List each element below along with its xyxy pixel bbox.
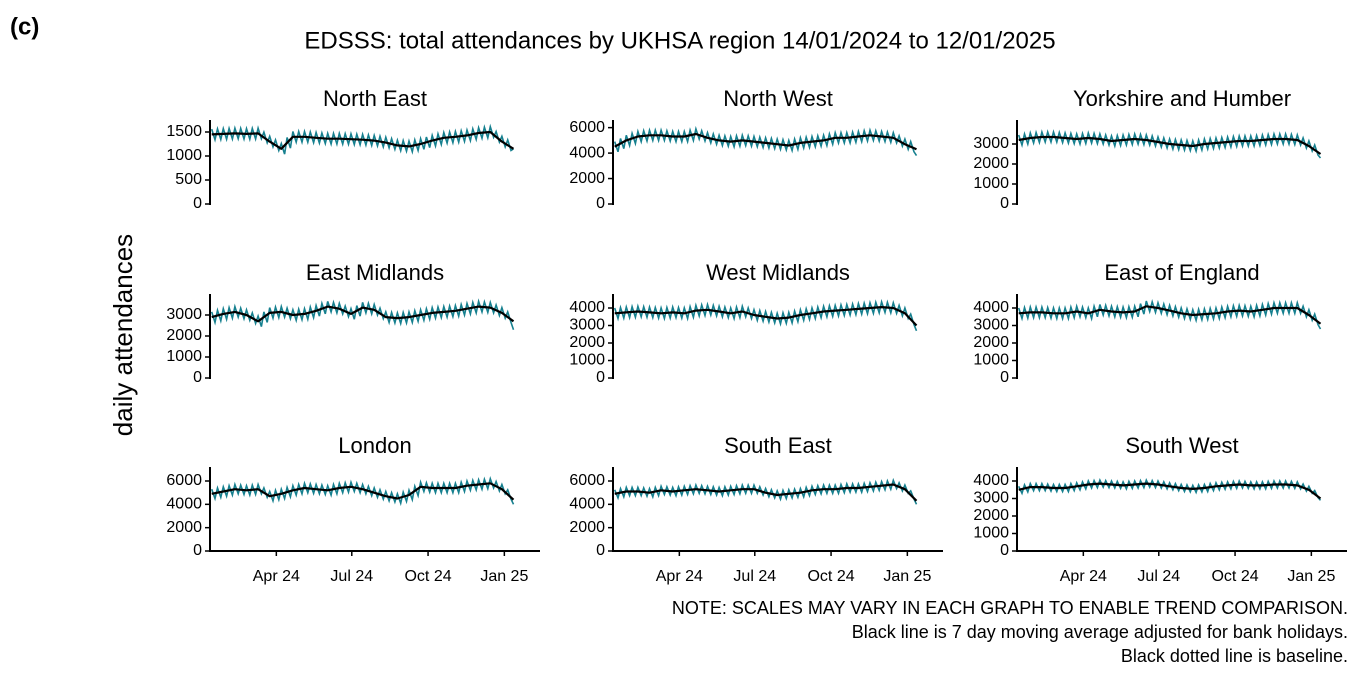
panel-title: London: [338, 433, 411, 458]
daily-line: [613, 477, 918, 505]
average-line: [614, 132, 917, 151]
y-tick-label: 3000: [973, 490, 1009, 507]
average-line: [1018, 135, 1322, 155]
y-tick-label: 2000: [166, 327, 202, 344]
panel-title: South East: [724, 433, 832, 458]
note: NOTE: SCALES MAY VARY IN EACH GRAPH TO E…: [672, 598, 1348, 618]
y-tick-label: 1000: [166, 147, 202, 164]
y-tick-label: 3000: [973, 135, 1009, 152]
y-tick-label: 4000: [569, 144, 605, 161]
note: Black line is 7 day moving average adjus…: [852, 622, 1348, 642]
y-tick-label: 1000: [973, 175, 1009, 192]
y-tick-label: 1500: [166, 123, 202, 140]
y-tick-label: 4000: [166, 496, 202, 513]
x-tick-label: Jan 25: [883, 568, 931, 585]
x-tick-label: Oct 24: [404, 568, 451, 585]
y-tick-label: 1000: [569, 352, 605, 369]
y-tick-label: 0: [193, 542, 202, 559]
y-tick-label: 4000: [973, 299, 1009, 316]
y-tick-label: 2000: [569, 519, 605, 536]
x-tick-label: Jul 24: [1137, 568, 1180, 585]
panel-title: East of England: [1104, 260, 1259, 285]
y-tick-label: 3000: [973, 317, 1009, 334]
y-tick-label: 0: [193, 369, 202, 386]
y-tick-label: 4000: [569, 496, 605, 513]
daily-line: [1017, 299, 1322, 330]
daily-line: [1017, 129, 1322, 159]
average-line: [1018, 482, 1322, 500]
average-line: [614, 483, 918, 502]
y-tick-label: 4000: [973, 472, 1009, 489]
average-line: [1018, 305, 1322, 325]
note: Black dotted line is baseline.: [1121, 646, 1348, 666]
y-tick-label: 6000: [569, 119, 605, 136]
x-tick-label: Jul 24: [330, 568, 373, 585]
y-tick-label: 500: [175, 171, 202, 188]
x-tick-label: Jan 25: [480, 568, 528, 585]
y-axis-label: daily attendances: [108, 234, 138, 436]
x-tick-label: Jul 24: [733, 568, 776, 585]
y-tick-label: 1000: [973, 352, 1009, 369]
average-line: [211, 305, 515, 323]
panel-title: South West: [1125, 433, 1238, 458]
y-tick-label: 0: [1000, 369, 1009, 386]
daily-line: [613, 125, 918, 157]
y-tick-label: 0: [596, 369, 605, 386]
x-tick-label: Oct 24: [1211, 568, 1258, 585]
y-tick-label: 2000: [973, 155, 1009, 172]
y-tick-label: 2000: [973, 334, 1009, 351]
chart-title: EDSSS: total attendances by UKHSA region…: [304, 27, 1055, 54]
y-tick-label: 3000: [166, 306, 202, 323]
x-tick-label: Apr 24: [1060, 568, 1107, 585]
y-tick-label: 1000: [973, 525, 1009, 542]
panel-title: North East: [323, 86, 427, 111]
average-line: [211, 482, 515, 501]
y-tick-label: 0: [596, 542, 605, 559]
y-tick-label: 2000: [569, 334, 605, 351]
y-tick-label: 2000: [569, 170, 605, 187]
panel-label: (c): [10, 13, 39, 40]
y-tick-label: 0: [1000, 542, 1009, 559]
y-tick-label: 0: [193, 195, 202, 212]
y-tick-label: 3000: [569, 317, 605, 334]
daily-line: [1017, 477, 1322, 501]
y-tick-label: 0: [596, 195, 605, 212]
panel-title: Yorkshire and Humber: [1073, 86, 1291, 111]
y-tick-label: 1000: [166, 348, 202, 365]
y-tick-label: 6000: [569, 472, 605, 489]
average-line: [211, 130, 515, 150]
daily-line: [210, 298, 515, 330]
y-tick-label: 6000: [166, 472, 202, 489]
y-tick-label: 2000: [166, 519, 202, 536]
panel-title: East Midlands: [306, 260, 444, 285]
panel-title: West Midlands: [706, 260, 850, 285]
daily-line: [210, 475, 515, 507]
y-tick-label: 4000: [569, 299, 605, 316]
y-tick-label: 2000: [973, 507, 1009, 524]
average-line: [614, 306, 918, 327]
x-tick-label: Oct 24: [807, 568, 854, 585]
x-tick-label: Jan 25: [1287, 568, 1335, 585]
panel-title: North West: [723, 86, 833, 111]
x-tick-label: Apr 24: [253, 568, 300, 585]
daily-line: [613, 298, 918, 332]
x-tick-label: Apr 24: [656, 568, 703, 585]
y-tick-label: 0: [1000, 195, 1009, 212]
